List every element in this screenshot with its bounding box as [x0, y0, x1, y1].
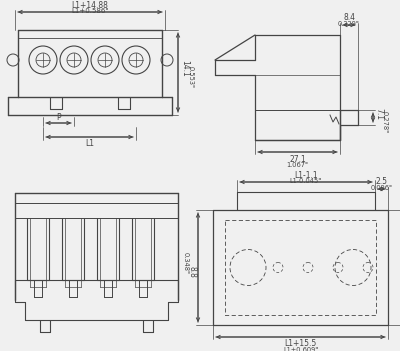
Text: P: P	[56, 113, 61, 122]
Text: L1+0.609": L1+0.609"	[283, 347, 318, 351]
Text: 7.1: 7.1	[374, 107, 384, 119]
Text: 1.067": 1.067"	[286, 162, 308, 168]
Text: 27.1: 27.1	[289, 154, 306, 164]
Text: 0.096": 0.096"	[370, 185, 392, 191]
Text: 0.329": 0.329"	[338, 21, 360, 27]
Text: L1-1.1: L1-1.1	[294, 171, 318, 179]
Text: 0.278": 0.278"	[382, 111, 388, 134]
Text: 14.1: 14.1	[180, 60, 190, 77]
Text: 0.348": 0.348"	[183, 252, 189, 273]
Text: L1+0.586": L1+0.586"	[71, 8, 109, 14]
Text: 0.553": 0.553"	[188, 66, 194, 88]
Text: L1+14.88: L1+14.88	[72, 0, 108, 9]
Bar	[225, 220, 376, 315]
Text: 8.8: 8.8	[188, 266, 196, 277]
Text: 8.4: 8.4	[343, 13, 355, 22]
Text: L1-0.045": L1-0.045"	[290, 178, 322, 184]
Text: L1+15.5: L1+15.5	[284, 339, 317, 349]
Text: L1: L1	[85, 139, 94, 148]
Text: 2.5: 2.5	[376, 178, 388, 186]
